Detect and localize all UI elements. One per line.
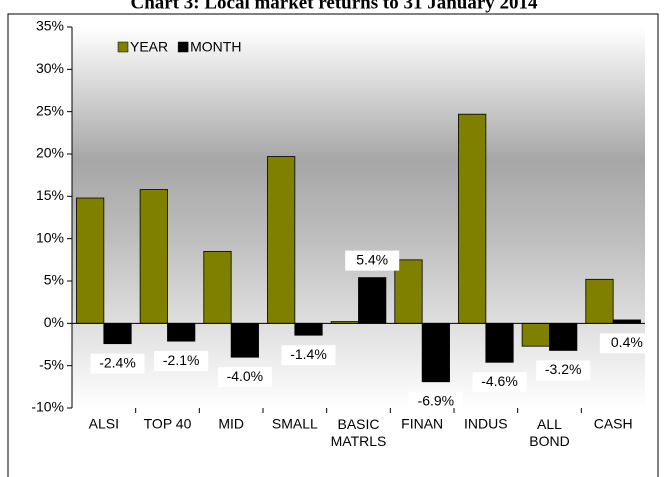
bar bbox=[76, 197, 105, 324]
value-label: 0.4% bbox=[611, 334, 643, 350]
legend-label: MONTH bbox=[190, 39, 241, 55]
value-label: -1.4% bbox=[290, 346, 327, 362]
x-tick-label: MID bbox=[218, 416, 244, 432]
x-tick-label: BASIC MATRLS bbox=[331, 416, 387, 449]
bar bbox=[521, 322, 550, 347]
x-tick-label: SMALL bbox=[272, 416, 318, 432]
y-tick-label: 35% bbox=[36, 18, 64, 34]
y-tick-label: 5% bbox=[44, 272, 64, 288]
y-tick-label: 0% bbox=[44, 314, 64, 330]
value-label: -3.2% bbox=[545, 361, 582, 377]
value-label-box bbox=[281, 345, 336, 366]
legend-swatch bbox=[117, 41, 129, 53]
bar bbox=[585, 278, 614, 324]
value-label: -4.6% bbox=[481, 373, 518, 389]
y-tick-label: -10% bbox=[31, 399, 64, 415]
x-tick-label: INDUS bbox=[464, 416, 508, 432]
bar bbox=[549, 322, 578, 351]
bar bbox=[485, 322, 514, 363]
y-tick-label: -5% bbox=[39, 356, 64, 372]
bar bbox=[103, 322, 132, 345]
bar bbox=[458, 113, 487, 324]
x-tick-label-line: BASIC bbox=[337, 416, 379, 432]
chart-title: Chart 3: Local market returns to 31 Janu… bbox=[130, 0, 538, 13]
x-tick-label-line: MATRLS bbox=[331, 433, 387, 449]
value-label: -6.9% bbox=[418, 392, 455, 408]
value-label-box bbox=[154, 351, 209, 372]
x-tick-label: ALSI bbox=[89, 416, 119, 432]
bar bbox=[294, 322, 323, 336]
x-tick-label-line: BOND bbox=[529, 433, 569, 449]
bar bbox=[421, 322, 450, 383]
value-label-box bbox=[90, 353, 145, 374]
y-tick-label: 10% bbox=[36, 229, 64, 245]
x-tick-label: ALL BOND bbox=[529, 416, 569, 449]
legend-label: YEAR bbox=[130, 39, 168, 55]
value-label-box bbox=[472, 372, 527, 393]
x-tick-label: CASH bbox=[594, 416, 633, 432]
value-label-box bbox=[408, 391, 463, 412]
legend-swatch bbox=[177, 41, 189, 53]
value-label: -2.1% bbox=[163, 352, 200, 368]
bar bbox=[358, 277, 387, 324]
bar bbox=[139, 189, 168, 324]
bar bbox=[203, 250, 232, 324]
bar bbox=[167, 322, 196, 342]
y-tick-label: 30% bbox=[36, 60, 64, 76]
value-label: 5.4% bbox=[356, 251, 388, 267]
bar bbox=[267, 156, 296, 324]
x-tick-label: TOP 40 bbox=[144, 416, 192, 432]
value-label: -4.0% bbox=[227, 368, 264, 384]
y-tick-label: 15% bbox=[36, 187, 64, 203]
value-label-box bbox=[345, 250, 400, 271]
y-tick-label: 20% bbox=[36, 145, 64, 161]
chart-frame bbox=[7, 13, 659, 477]
value-label: -2.4% bbox=[99, 354, 136, 370]
value-label-box bbox=[599, 333, 654, 354]
bar bbox=[230, 322, 259, 358]
x-tick-label: FINAN bbox=[401, 416, 443, 432]
x-tick-label-line: ALL bbox=[537, 416, 562, 432]
bar bbox=[612, 319, 641, 324]
y-tick-label: 25% bbox=[36, 102, 64, 118]
value-label-box bbox=[217, 367, 272, 388]
value-label-box bbox=[536, 360, 591, 381]
bar bbox=[394, 259, 423, 324]
